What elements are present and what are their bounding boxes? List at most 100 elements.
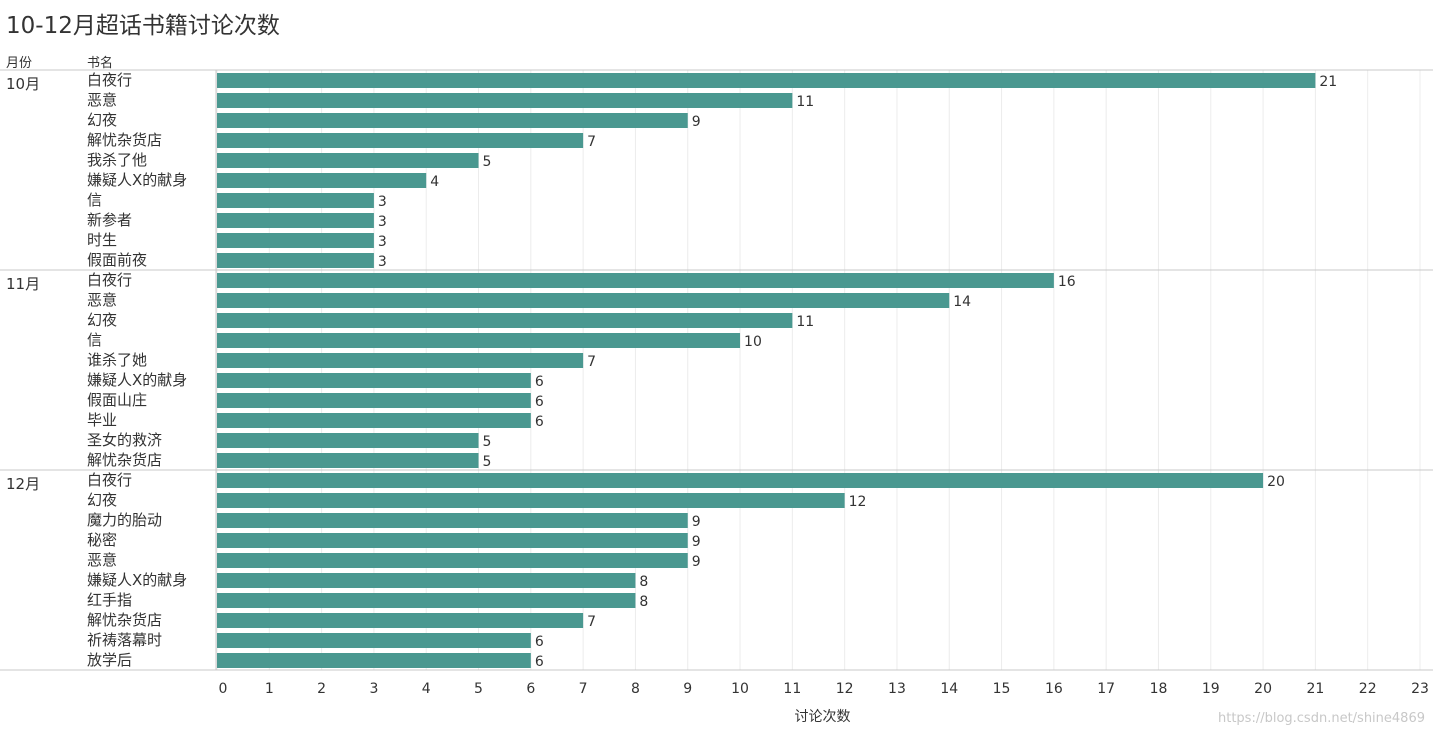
data-label: 12 [849, 494, 867, 510]
book-label: 时生 [87, 231, 117, 249]
x-tick-label: 0 [219, 681, 228, 697]
month-label: 12月 [6, 475, 40, 493]
data-label: 3 [378, 194, 387, 210]
data-label: 14 [953, 294, 971, 310]
bar [217, 433, 479, 448]
bar [217, 93, 793, 108]
data-label: 6 [535, 374, 544, 390]
x-tick-label: 3 [369, 681, 378, 697]
book-label: 新参者 [87, 211, 132, 229]
data-label: 9 [692, 554, 701, 570]
book-label: 毕业 [87, 411, 117, 429]
x-tick-label: 17 [1097, 681, 1115, 697]
book-label: 嫌疑人X的献身 [87, 571, 187, 589]
x-tick-label: 20 [1254, 681, 1272, 697]
x-tick-label: 11 [783, 681, 801, 697]
book-label: 秘密 [87, 531, 117, 549]
book-label: 红手指 [87, 591, 132, 609]
data-label: 4 [430, 174, 439, 190]
bar [217, 573, 636, 588]
book-label: 祈祷落幕时 [87, 631, 162, 649]
chart-title: 10-12月超话书籍讨论次数 [6, 13, 280, 39]
x-tick-label: 2 [317, 681, 326, 697]
data-label: 6 [535, 654, 544, 670]
book-label: 解忧杂货店 [87, 451, 162, 469]
book-label: 嫌疑人X的献身 [87, 371, 187, 389]
book-label: 解忧杂货店 [87, 611, 162, 629]
month-label: 11月 [6, 275, 40, 293]
book-label: 恶意 [87, 291, 117, 309]
bar [217, 553, 688, 568]
x-tick-label: 4 [422, 681, 431, 697]
bar [217, 213, 374, 228]
data-label: 20 [1267, 474, 1285, 490]
bar [217, 393, 531, 408]
x-tick-label: 1 [265, 681, 274, 697]
x-tick-label: 15 [993, 681, 1011, 697]
data-label: 9 [692, 514, 701, 530]
book-label: 白夜行 [87, 471, 132, 489]
book-column-header: 书名 [87, 56, 114, 71]
bar [217, 313, 793, 328]
book-label: 假面山庄 [87, 391, 147, 409]
watermark: https://blog.csdn.net/shine4869 [1217, 711, 1425, 726]
bar [217, 153, 479, 168]
book-label: 幻夜 [87, 111, 117, 129]
x-tick-label: 12 [836, 681, 854, 697]
bar [217, 473, 1264, 488]
book-label: 信 [87, 191, 102, 209]
data-label: 7 [587, 354, 596, 370]
data-label: 5 [483, 154, 492, 170]
bar [217, 373, 531, 388]
x-tick-label: 9 [683, 681, 692, 697]
book-label: 恶意 [87, 551, 117, 569]
data-label: 8 [639, 594, 648, 610]
x-tick-label: 13 [888, 681, 906, 697]
data-label: 11 [796, 314, 814, 330]
month-label: 10月 [6, 75, 40, 93]
book-label: 放学后 [87, 651, 132, 669]
x-tick-label: 23 [1411, 681, 1429, 697]
data-label: 16 [1058, 274, 1076, 290]
bar [217, 593, 636, 608]
book-label: 魔力的胎动 [87, 511, 162, 529]
book-label: 谁杀了她 [87, 351, 147, 369]
book-label: 圣女的救济 [87, 431, 162, 449]
data-label: 9 [692, 114, 701, 130]
data-label: 5 [483, 454, 492, 470]
x-axis-label: 讨论次数 [795, 709, 851, 725]
bar [217, 253, 374, 268]
data-label: 11 [796, 94, 814, 110]
book-label: 解忧杂货店 [87, 131, 162, 149]
book-label: 白夜行 [87, 271, 132, 289]
book-label: 嫌疑人X的献身 [87, 171, 187, 189]
book-label: 恶意 [87, 91, 117, 109]
book-label: 假面前夜 [87, 251, 147, 269]
book-label: 幻夜 [87, 491, 117, 509]
bar [217, 73, 1316, 88]
data-label: 9 [692, 534, 701, 550]
x-tick-label: 8 [631, 681, 640, 697]
bar [217, 353, 584, 368]
data-label: 3 [378, 254, 387, 270]
x-tick-label: 5 [474, 681, 483, 697]
x-tick-label: 18 [1150, 681, 1168, 697]
x-tick-label: 16 [1045, 681, 1063, 697]
bar [217, 133, 584, 148]
data-label: 7 [587, 134, 596, 150]
bar [217, 413, 531, 428]
data-label: 10 [744, 334, 762, 350]
data-label: 7 [587, 614, 596, 630]
x-tick-label: 7 [579, 681, 588, 697]
bar [217, 513, 688, 528]
book-label: 幻夜 [87, 311, 117, 329]
x-tick-label: 19 [1202, 681, 1220, 697]
bar [217, 173, 427, 188]
bar [217, 293, 950, 308]
bar [217, 233, 374, 248]
bar [217, 333, 741, 348]
x-tick-label: 6 [526, 681, 535, 697]
bar [217, 193, 374, 208]
data-label: 6 [535, 394, 544, 410]
bar [217, 613, 584, 628]
